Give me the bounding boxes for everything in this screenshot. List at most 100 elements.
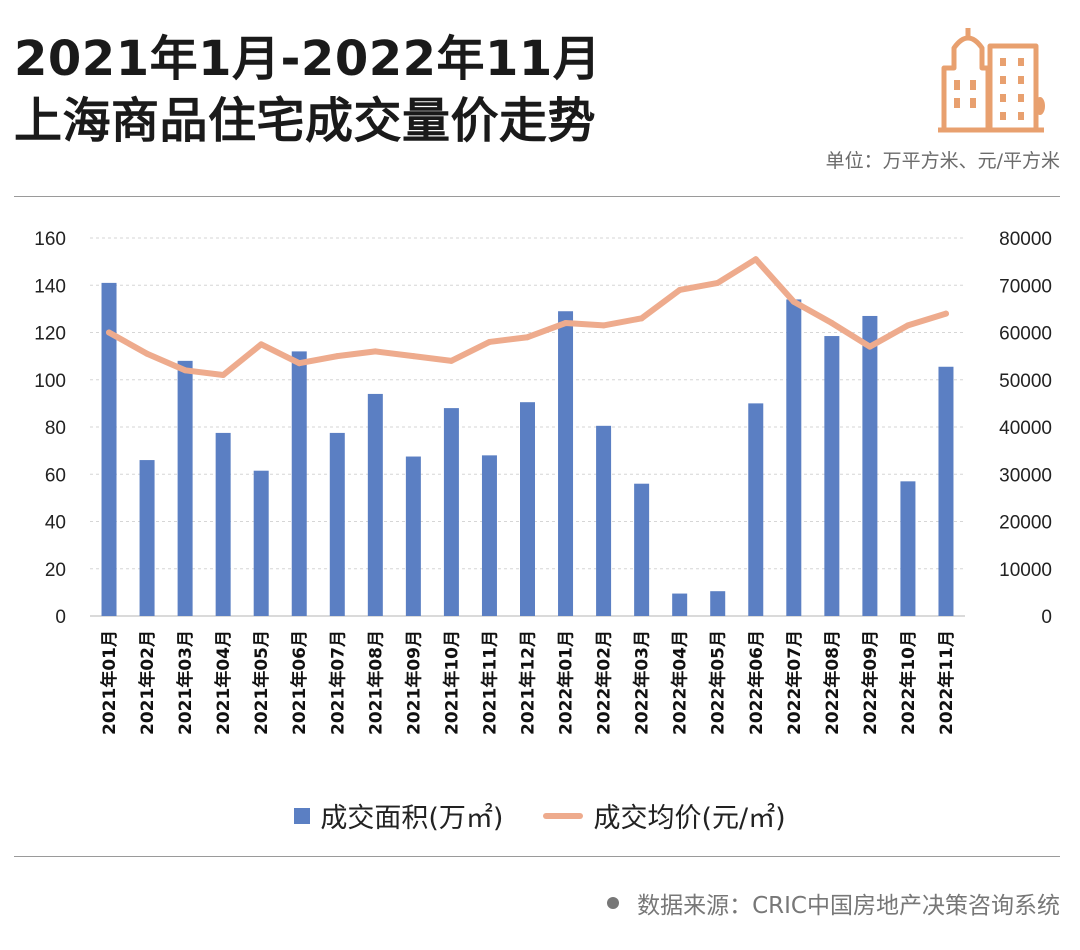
y-right-tick-label: 40000 <box>999 418 1052 439</box>
price-point <box>296 360 303 367</box>
x-tick-label: 2021年01月 <box>99 630 120 735</box>
price-point <box>866 343 873 350</box>
bar <box>710 591 726 616</box>
bar <box>443 408 459 616</box>
x-tick-label: 2021年12月 <box>518 630 539 735</box>
x-tick-label: 2022年07月 <box>784 630 805 735</box>
city-buildings-icon <box>938 28 1045 133</box>
x-tick-label: 2022年08月 <box>822 630 843 735</box>
y-right-tick-label: 0 <box>1041 607 1052 628</box>
bottom-divider <box>14 856 1060 857</box>
grid-layer <box>90 237 965 617</box>
price-point <box>524 334 531 341</box>
line-layer <box>106 256 949 379</box>
legend: 成交面积(万㎡) 成交均价(元/㎡) <box>0 796 1080 835</box>
top-divider <box>14 196 1060 197</box>
bar <box>938 366 954 616</box>
price-point <box>182 367 189 374</box>
x-tick-label: 2022年01月 <box>556 630 577 735</box>
legend-line-swatch <box>543 812 584 819</box>
bar <box>596 425 612 616</box>
x-tick-label: 2022年11月 <box>936 630 957 735</box>
bar <box>824 336 840 616</box>
x-tick-label: 2022年04月 <box>670 630 691 735</box>
axis-layer: 0 20 40 60 80 100 120 140 160 0 10000 20000 30000 400… <box>34 229 1052 735</box>
y-right-tick-label: 50000 <box>999 371 1052 392</box>
bar <box>215 432 231 616</box>
x-tick-label: 2021年07月 <box>327 630 348 735</box>
x-tick-label: 2021年09月 <box>403 630 424 735</box>
price-point <box>372 348 379 355</box>
y-left-tick-label: 80 <box>45 418 66 439</box>
bar <box>748 403 764 616</box>
y-right-tick-label: 80000 <box>999 229 1052 250</box>
bullet-dot <box>607 897 620 909</box>
price-point <box>258 341 265 348</box>
bar <box>329 432 345 616</box>
bar <box>139 460 155 616</box>
bar <box>900 481 916 616</box>
legend-label-price: 成交均价(元/㎡) <box>593 803 786 834</box>
price-point <box>942 310 949 317</box>
x-tick-label: 2022年10月 <box>898 630 919 735</box>
x-tick-label: 2021年06月 <box>289 630 310 735</box>
price-point <box>676 286 683 293</box>
legend-label-area: 成交面积(万㎡) <box>320 803 504 834</box>
bar <box>672 593 688 616</box>
x-tick-label: 2022年05月 <box>708 630 729 735</box>
y-left-tick-label: 40 <box>45 513 66 534</box>
source-text: 数据来源：CRIC中国房地产决策咨询系统 <box>637 893 1060 919</box>
chart-title-line1: 2021年1月-2022年11月 <box>14 31 602 87</box>
y-left-tick-label: 20 <box>45 560 66 581</box>
bar <box>367 393 383 616</box>
y-right-tick-label: 10000 <box>999 560 1052 581</box>
price-point <box>600 322 607 329</box>
chart-area: 0 20 40 60 80 100 120 140 160 0 10000 20000 30000 400… <box>34 229 1052 735</box>
bar <box>786 299 802 616</box>
price-point <box>714 279 721 286</box>
price-point <box>790 298 797 305</box>
bar <box>253 470 269 616</box>
chart-title-line2: 上海商品住宅成交量价走势 <box>14 93 597 149</box>
y-left-tick-label: 140 <box>34 276 66 297</box>
bar <box>177 360 193 616</box>
price-point <box>828 320 835 327</box>
x-tick-label: 2022年06月 <box>746 630 767 735</box>
y-right-tick-label: 60000 <box>999 324 1052 345</box>
price-point <box>220 372 227 379</box>
legend-bar-swatch <box>294 807 311 824</box>
y-right-tick-label: 20000 <box>999 513 1052 534</box>
y-left-tick-label: 160 <box>34 229 66 250</box>
price-point <box>448 357 455 364</box>
y-left-tick-label: 60 <box>45 465 66 486</box>
price-point <box>638 315 645 322</box>
bar <box>101 282 117 616</box>
x-tick-label: 2021年08月 <box>365 630 386 735</box>
price-point <box>106 329 113 336</box>
x-tick-label: 2021年03月 <box>175 630 196 735</box>
bar <box>520 402 535 616</box>
price-point <box>334 353 341 360</box>
bar-layer <box>101 282 954 616</box>
price-point <box>144 350 151 357</box>
y-left-tick-label: 0 <box>55 607 66 628</box>
bar <box>291 351 307 616</box>
x-tick-label: 2022年02月 <box>594 630 615 735</box>
y-right-tick-label: 30000 <box>999 465 1052 486</box>
y-left-tick-label: 100 <box>34 371 66 392</box>
chart-title: 2021年1月-2022年11月 上海商品住宅成交量价走势 <box>14 28 601 152</box>
bar <box>862 315 878 616</box>
source-note: 数据来源：CRIC中国房地产决策咨询系统 <box>607 886 1060 920</box>
price-point <box>486 338 493 345</box>
x-tick-label: 2022年03月 <box>632 630 653 735</box>
price-series-line <box>106 256 949 379</box>
x-tick-label: 2021年04月 <box>213 630 234 735</box>
price-point <box>752 256 759 263</box>
x-tick-label: 2021年11月 <box>479 630 500 735</box>
price-point <box>904 322 911 329</box>
x-tick-label: 2021年02月 <box>137 630 158 735</box>
bar <box>634 483 650 616</box>
price-point <box>410 353 417 360</box>
x-tick-label: 2021年05月 <box>251 630 272 735</box>
legend-item-area: 成交面积(万㎡) <box>294 796 503 835</box>
